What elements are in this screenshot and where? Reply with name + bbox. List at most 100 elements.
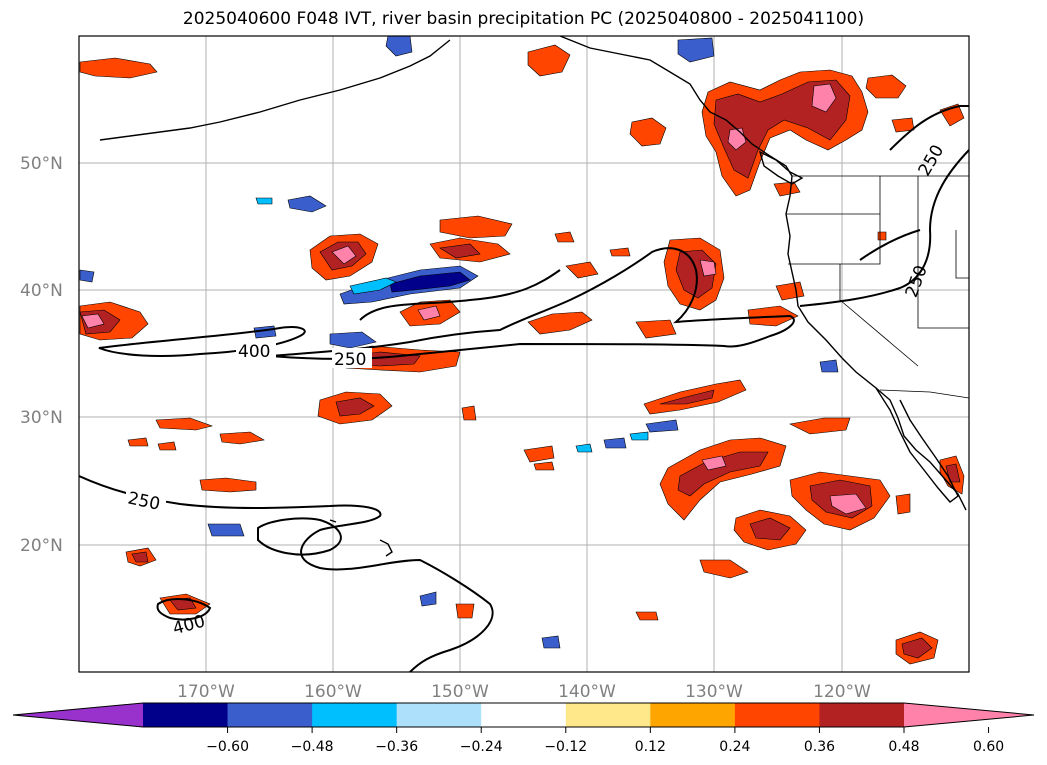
contour-label: 250 — [334, 350, 366, 370]
pc-cell — [527, 311, 593, 335]
pc-cell — [877, 231, 887, 241]
pc-cell — [79, 269, 95, 283]
lon-label: 140°W — [558, 682, 616, 702]
longitude-labels: 170°W 160°W 150°W 140°W 130°W 120°W — [177, 682, 871, 702]
pc-cell — [541, 635, 561, 649]
pc-cell — [629, 117, 667, 147]
colorbar: −0.60 −0.48 −0.36 −0.24 −0.12 0.12 0.24 0.36 0.4… — [12, 702, 1035, 755]
lat-label: 30°N — [20, 408, 63, 428]
colorbar-segments — [143, 703, 905, 727]
pc-cell — [527, 44, 571, 77]
pc-cell — [677, 451, 769, 497]
ivt-contours — [79, 105, 969, 672]
ivt-250-contour — [79, 475, 494, 672]
lon-label: 150°W — [431, 682, 489, 702]
pc-cell — [417, 305, 441, 321]
pc-cell — [439, 215, 513, 239]
colorbar-segment — [143, 703, 229, 727]
pc-cell — [699, 559, 749, 579]
us-mexico-border — [879, 389, 969, 399]
pc-cell — [331, 245, 357, 265]
colorbar-tick-label: 0.60 — [973, 739, 1004, 755]
colorbar-tick-label: −0.48 — [291, 739, 334, 755]
pc-cell — [79, 57, 158, 79]
hawaii-big-island — [379, 539, 393, 557]
pc-cell — [155, 417, 214, 431]
lat-label: 40°N — [20, 281, 63, 301]
pc-cell — [335, 397, 375, 417]
state-boundary — [788, 214, 881, 265]
colorbar-tick-label: −0.12 — [544, 739, 587, 755]
lat-label: 50°N — [20, 154, 63, 174]
pc-cell — [349, 277, 397, 295]
pc-cell — [127, 437, 149, 447]
contour-label: 400 — [238, 342, 270, 362]
ivt-250-contour — [269, 247, 795, 360]
pc-cell — [895, 493, 911, 515]
ivt-250-contour — [799, 105, 969, 307]
pc-cell — [207, 523, 245, 537]
vancouver-island — [758, 150, 804, 185]
pc-cell — [199, 477, 257, 493]
colorbar-extend-low — [13, 703, 143, 727]
pc-cell — [901, 637, 933, 659]
colorbar-ticks: −0.60 −0.48 −0.36 −0.24 −0.12 0.12 0.24 0.36 0.4… — [206, 727, 1004, 755]
north-america-coast — [559, 36, 967, 511]
ivt-400-contour — [156, 598, 212, 621]
lon-label: 170°W — [177, 682, 235, 702]
colorbar-segment — [312, 703, 398, 727]
colorbar-tick-label: −0.60 — [206, 739, 249, 755]
state-boundary — [917, 264, 969, 329]
colorbar-tick-label: 0.24 — [719, 739, 750, 755]
colorbar-segment — [734, 703, 820, 727]
state-boundary — [839, 264, 919, 367]
pc-cell — [645, 419, 679, 433]
pc-cell — [629, 431, 649, 441]
pc-cell — [565, 261, 599, 279]
precipitation-pc-shading — [79, 36, 965, 665]
state-boundary — [955, 230, 969, 279]
pc-cell — [219, 431, 265, 445]
pc-cell — [609, 247, 631, 257]
colorbar-tick-label: 0.12 — [635, 739, 666, 755]
pc-cell — [635, 611, 659, 621]
pc-cell — [255, 197, 273, 205]
map-frame — [78, 35, 970, 673]
colorbar-outline — [12, 702, 1035, 728]
ivt-250-contour — [859, 229, 921, 261]
pc-cell — [455, 603, 475, 619]
pc-cell — [811, 83, 837, 113]
pc-cell — [789, 417, 851, 435]
colorbar-tick-label: −0.36 — [375, 739, 418, 755]
ivt-250-contour — [257, 517, 342, 556]
pc-cell — [829, 493, 867, 515]
colorbar-segment — [227, 703, 313, 727]
political-boundaries — [786, 175, 969, 399]
pc-cell — [533, 461, 555, 471]
lat-label: 20°N — [20, 536, 63, 556]
pc-cell — [389, 271, 471, 293]
latitude-labels: 50°N 40°N 30°N 20°N — [20, 154, 63, 556]
aleutian-chain — [99, 39, 451, 141]
ivt-400-contour — [98, 326, 306, 357]
pc-cell — [891, 117, 915, 133]
pc-cell — [575, 443, 593, 453]
colorbar-tick-label: 0.36 — [804, 739, 835, 755]
colorbar-extend-high — [904, 703, 1034, 727]
pc-cell — [329, 331, 377, 349]
coastlines — [99, 36, 967, 557]
colorbar-segment — [481, 703, 567, 727]
pc-cell — [749, 517, 791, 541]
pc-cell — [439, 243, 481, 259]
colorbar-segment — [396, 703, 482, 727]
pc-cell — [677, 37, 715, 63]
ivt-250-contour — [359, 269, 561, 321]
pc-cell — [131, 551, 149, 563]
pc-cell — [157, 441, 177, 451]
lon-label: 160°W — [304, 682, 362, 702]
colorbar-segment — [819, 703, 905, 727]
pc-cell — [603, 437, 627, 449]
lon-label: 120°W — [813, 682, 871, 702]
colorbar-tick-label: 0.48 — [888, 739, 919, 755]
